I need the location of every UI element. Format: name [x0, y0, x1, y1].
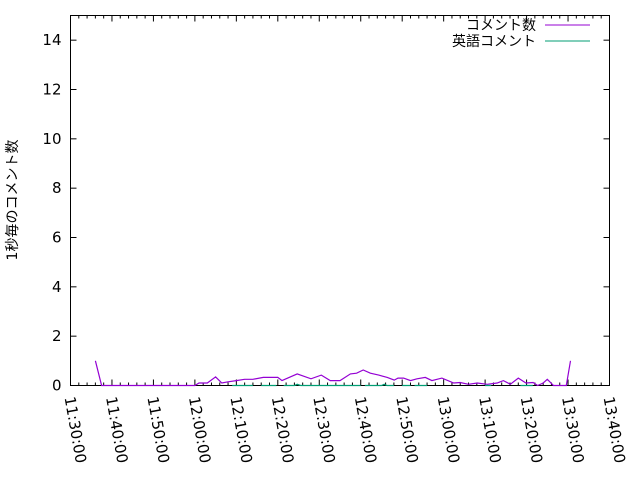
x-tick-label: 12:30:00	[309, 395, 338, 464]
y-tick-label: 14	[42, 31, 61, 49]
y-tick-label: 8	[52, 179, 62, 197]
x-tick-labels: 11:30:00 11:40:00 11:50:00 12:00:00 12:10:00…	[61, 395, 629, 464]
series-line-0	[94, 360, 572, 387]
x-tick-label: 13:00:00	[434, 395, 463, 464]
legend: コメント数 英語コメント	[452, 18, 590, 50]
x-tick-label: 12:00:00	[185, 395, 214, 464]
y-tick-label: 4	[52, 278, 62, 296]
plot-frame	[70, 15, 610, 386]
y-tick-label: 2	[52, 327, 62, 345]
axis-ticks	[70, 15, 610, 386]
legend-label-0: コメント数	[466, 18, 536, 34]
legend-label-1: 英語コメント	[452, 33, 536, 50]
y-tick-labels: 0 2 4 6 8 10 12 14	[42, 31, 61, 394]
x-tick-label: 13:40:00	[600, 395, 629, 464]
x-tick-label: 13:30:00	[558, 395, 587, 464]
series-lines	[94, 360, 572, 387]
y-axis-label: 1秒毎のコメント数	[5, 140, 21, 261]
y-tick-label: 12	[42, 81, 61, 99]
y-tick-label: 0	[52, 377, 62, 395]
y-tick-label: 10	[42, 130, 61, 148]
x-tick-label: 11:30:00	[61, 395, 90, 464]
x-tick-label: 13:20:00	[517, 395, 546, 464]
x-tick-label: 12:40:00	[351, 395, 380, 464]
x-tick-label: 12:50:00	[392, 395, 421, 464]
x-tick-label: 11:40:00	[102, 395, 131, 464]
x-tick-label: 12:20:00	[268, 395, 297, 464]
y-tick-label: 6	[52, 229, 62, 247]
series-line-1	[232, 383, 533, 387]
x-tick-label: 11:50:00	[143, 395, 172, 464]
x-tick-label: 12:10:00	[226, 395, 255, 464]
x-tick-label: 13:10:00	[475, 395, 504, 464]
